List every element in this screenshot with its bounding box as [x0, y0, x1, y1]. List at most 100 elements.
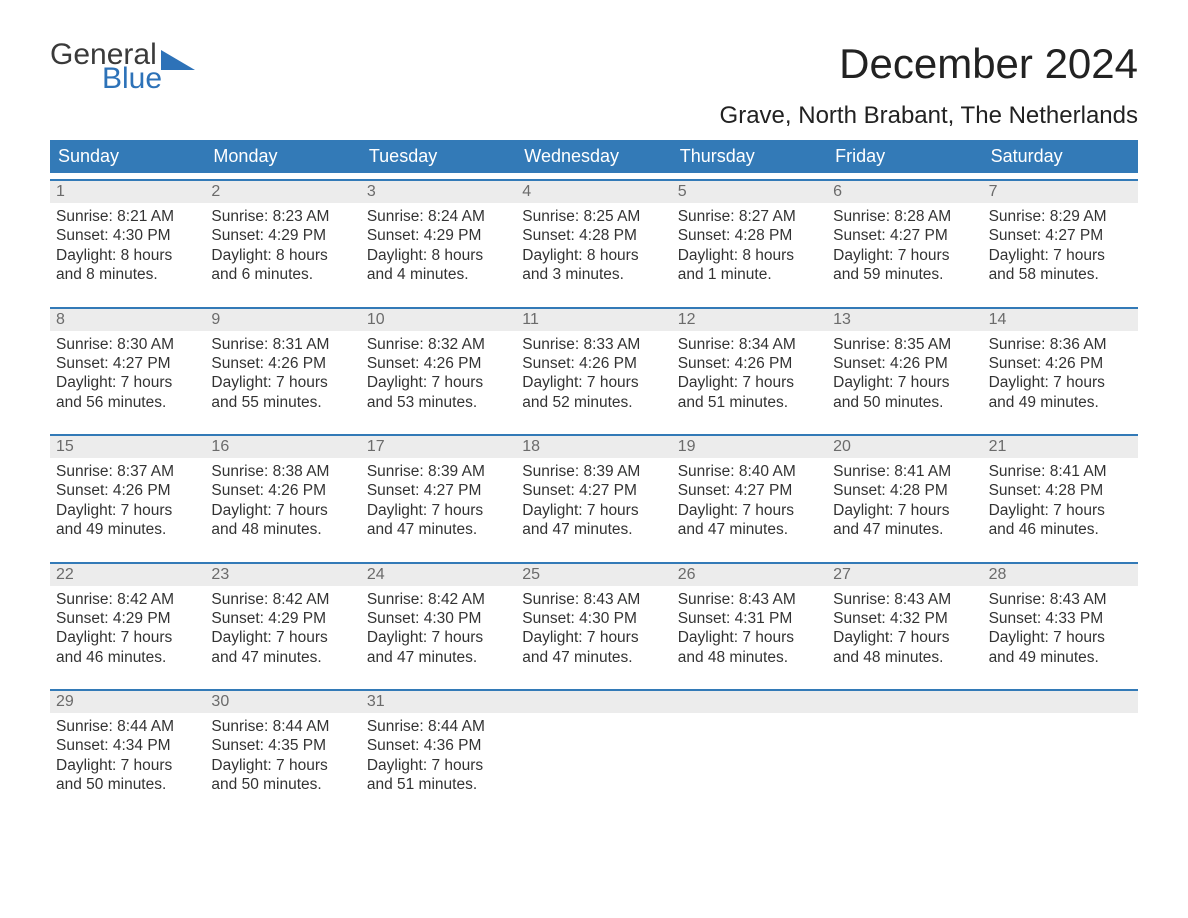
logo-word-blue: Blue [102, 64, 199, 94]
daylight-line: Daylight: 7 hours and 48 minutes. [678, 628, 821, 667]
cell-body: Sunrise: 8:41 AMSunset: 4:28 PMDaylight:… [827, 458, 982, 556]
calendar-cell [672, 691, 827, 811]
cell-body: Sunrise: 8:25 AMSunset: 4:28 PMDaylight:… [516, 203, 671, 301]
cell-body: Sunrise: 8:27 AMSunset: 4:28 PMDaylight:… [672, 203, 827, 301]
sunset-line: Sunset: 4:35 PM [211, 736, 354, 755]
date-number-empty [672, 691, 827, 713]
sunset-line: Sunset: 4:27 PM [833, 226, 976, 245]
daylight-line: Daylight: 7 hours and 46 minutes. [989, 501, 1132, 540]
sunset-line: Sunset: 4:30 PM [56, 226, 199, 245]
daylight-line: Daylight: 7 hours and 47 minutes. [522, 628, 665, 667]
daylight-line: Daylight: 7 hours and 51 minutes. [367, 756, 510, 795]
location-subtitle: Grave, North Brabant, The Netherlands [50, 102, 1138, 130]
sunset-line: Sunset: 4:28 PM [989, 481, 1132, 500]
daylight-line: Daylight: 7 hours and 59 minutes. [833, 246, 976, 285]
cell-body: Sunrise: 8:42 AMSunset: 4:29 PMDaylight:… [50, 586, 205, 684]
date-number-empty [516, 691, 671, 713]
sunrise-line: Sunrise: 8:39 AM [367, 462, 510, 481]
sunrise-line: Sunrise: 8:30 AM [56, 335, 199, 354]
sunrise-line: Sunrise: 8:42 AM [211, 590, 354, 609]
cell-body: Sunrise: 8:44 AMSunset: 4:34 PMDaylight:… [50, 713, 205, 811]
day-header: Monday [205, 140, 360, 173]
calendar-cell: 16Sunrise: 8:38 AMSunset: 4:26 PMDayligh… [205, 436, 360, 556]
daylight-line: Daylight: 7 hours and 49 minutes. [989, 628, 1132, 667]
sunset-line: Sunset: 4:32 PM [833, 609, 976, 628]
daylight-line: Daylight: 8 hours and 4 minutes. [367, 246, 510, 285]
calendar-cell: 27Sunrise: 8:43 AMSunset: 4:32 PMDayligh… [827, 564, 982, 684]
cell-body: Sunrise: 8:33 AMSunset: 4:26 PMDaylight:… [516, 331, 671, 429]
weeks-container: 1Sunrise: 8:21 AMSunset: 4:30 PMDaylight… [50, 179, 1138, 811]
date-number: 18 [516, 436, 671, 458]
daylight-line: Daylight: 7 hours and 49 minutes. [989, 373, 1132, 412]
sunset-line: Sunset: 4:29 PM [211, 609, 354, 628]
date-number-empty [827, 691, 982, 713]
cell-body: Sunrise: 8:29 AMSunset: 4:27 PMDaylight:… [983, 203, 1138, 301]
calendar-week: 1Sunrise: 8:21 AMSunset: 4:30 PMDaylight… [50, 179, 1138, 301]
sunrise-line: Sunrise: 8:28 AM [833, 207, 976, 226]
sunrise-line: Sunrise: 8:43 AM [522, 590, 665, 609]
date-number: 25 [516, 564, 671, 586]
sunset-line: Sunset: 4:27 PM [678, 481, 821, 500]
calendar-cell: 19Sunrise: 8:40 AMSunset: 4:27 PMDayligh… [672, 436, 827, 556]
calendar-week: 15Sunrise: 8:37 AMSunset: 4:26 PMDayligh… [50, 434, 1138, 556]
sunset-line: Sunset: 4:30 PM [522, 609, 665, 628]
day-headers-row: Sunday Monday Tuesday Wednesday Thursday… [50, 140, 1138, 173]
calendar-cell: 21Sunrise: 8:41 AMSunset: 4:28 PMDayligh… [983, 436, 1138, 556]
sunrise-line: Sunrise: 8:44 AM [211, 717, 354, 736]
sunset-line: Sunset: 4:36 PM [367, 736, 510, 755]
cell-body: Sunrise: 8:41 AMSunset: 4:28 PMDaylight:… [983, 458, 1138, 556]
daylight-line: Daylight: 7 hours and 51 minutes. [678, 373, 821, 412]
day-header: Sunday [50, 140, 205, 173]
calendar-cell: 8Sunrise: 8:30 AMSunset: 4:27 PMDaylight… [50, 309, 205, 429]
sunset-line: Sunset: 4:29 PM [211, 226, 354, 245]
sunset-line: Sunset: 4:28 PM [522, 226, 665, 245]
sunrise-line: Sunrise: 8:42 AM [367, 590, 510, 609]
sunset-line: Sunset: 4:31 PM [678, 609, 821, 628]
calendar-cell: 18Sunrise: 8:39 AMSunset: 4:27 PMDayligh… [516, 436, 671, 556]
sunrise-line: Sunrise: 8:25 AM [522, 207, 665, 226]
daylight-line: Daylight: 7 hours and 55 minutes. [211, 373, 354, 412]
sunset-line: Sunset: 4:27 PM [522, 481, 665, 500]
sunset-line: Sunset: 4:27 PM [989, 226, 1132, 245]
calendar-cell [827, 691, 982, 811]
daylight-line: Daylight: 7 hours and 56 minutes. [56, 373, 199, 412]
daylight-line: Daylight: 7 hours and 46 minutes. [56, 628, 199, 667]
sunrise-line: Sunrise: 8:36 AM [989, 335, 1132, 354]
cell-body: Sunrise: 8:31 AMSunset: 4:26 PMDaylight:… [205, 331, 360, 429]
date-number: 29 [50, 691, 205, 713]
sunset-line: Sunset: 4:29 PM [367, 226, 510, 245]
calendar-cell: 24Sunrise: 8:42 AMSunset: 4:30 PMDayligh… [361, 564, 516, 684]
calendar-cell: 15Sunrise: 8:37 AMSunset: 4:26 PMDayligh… [50, 436, 205, 556]
cell-body: Sunrise: 8:36 AMSunset: 4:26 PMDaylight:… [983, 331, 1138, 429]
calendar-cell: 6Sunrise: 8:28 AMSunset: 4:27 PMDaylight… [827, 181, 982, 301]
date-number: 7 [983, 181, 1138, 203]
date-number: 3 [361, 181, 516, 203]
sunrise-line: Sunrise: 8:43 AM [989, 590, 1132, 609]
daylight-line: Daylight: 8 hours and 6 minutes. [211, 246, 354, 285]
calendar-cell: 17Sunrise: 8:39 AMSunset: 4:27 PMDayligh… [361, 436, 516, 556]
date-number: 30 [205, 691, 360, 713]
sunrise-line: Sunrise: 8:29 AM [989, 207, 1132, 226]
sunset-line: Sunset: 4:26 PM [211, 481, 354, 500]
sunset-line: Sunset: 4:26 PM [211, 354, 354, 373]
sunset-line: Sunset: 4:26 PM [56, 481, 199, 500]
daylight-line: Daylight: 7 hours and 47 minutes. [678, 501, 821, 540]
sunrise-line: Sunrise: 8:21 AM [56, 207, 199, 226]
daylight-line: Daylight: 7 hours and 58 minutes. [989, 246, 1132, 285]
sunset-line: Sunset: 4:28 PM [833, 481, 976, 500]
sunrise-line: Sunrise: 8:42 AM [56, 590, 199, 609]
calendar-cell: 13Sunrise: 8:35 AMSunset: 4:26 PMDayligh… [827, 309, 982, 429]
daylight-line: Daylight: 8 hours and 8 minutes. [56, 246, 199, 285]
sunrise-line: Sunrise: 8:41 AM [989, 462, 1132, 481]
sunset-line: Sunset: 4:34 PM [56, 736, 199, 755]
day-header: Tuesday [361, 140, 516, 173]
date-number: 4 [516, 181, 671, 203]
cell-body: Sunrise: 8:40 AMSunset: 4:27 PMDaylight:… [672, 458, 827, 556]
date-number: 14 [983, 309, 1138, 331]
sunrise-line: Sunrise: 8:23 AM [211, 207, 354, 226]
calendar-cell: 28Sunrise: 8:43 AMSunset: 4:33 PMDayligh… [983, 564, 1138, 684]
date-number: 21 [983, 436, 1138, 458]
calendar-cell: 14Sunrise: 8:36 AMSunset: 4:26 PMDayligh… [983, 309, 1138, 429]
calendar-cell: 9Sunrise: 8:31 AMSunset: 4:26 PMDaylight… [205, 309, 360, 429]
cell-body: Sunrise: 8:32 AMSunset: 4:26 PMDaylight:… [361, 331, 516, 429]
